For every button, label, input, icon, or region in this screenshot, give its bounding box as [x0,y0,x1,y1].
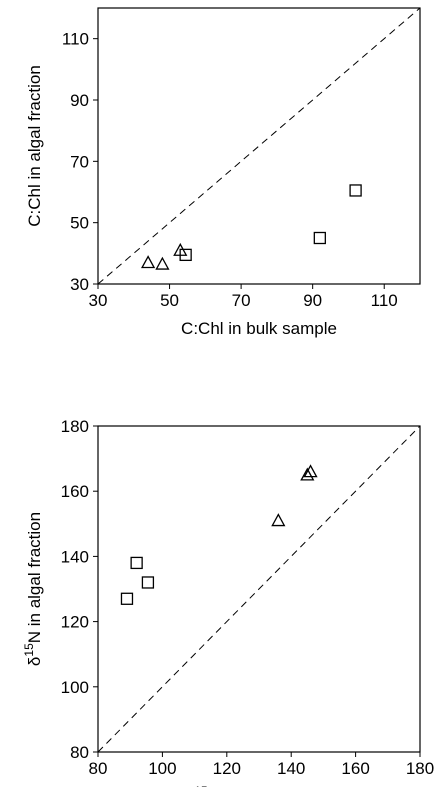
triangle-point [271,513,286,527]
x-tick-label: 120 [213,759,241,778]
one-to-one-line [97,7,421,285]
y-tick-label: 70 [70,152,89,171]
x-tick-label: 80 [89,759,108,778]
superscript: 15 [22,643,36,657]
superscript: 15 [194,784,208,787]
triangle-point [303,464,318,478]
x-tick-label: 90 [303,291,322,310]
y-tick-label: 30 [70,275,89,294]
square-point [349,184,362,197]
y-tick-label: 50 [70,214,89,233]
triangle-point [300,467,315,481]
y-axis-label: C:Chl in algal fraction [25,65,44,227]
square-point [313,231,326,245]
x-tick-label: 160 [341,759,369,778]
triangle-point [155,256,170,270]
label-text: N in algal fraction [25,512,44,643]
plot-frame [97,425,421,753]
y-tick-label: 180 [61,417,89,436]
x-tick-label: 70 [232,291,251,310]
label-text: C:Chl in algal fraction [25,65,44,227]
y-tick-label: 110 [62,30,89,49]
y-tick-label: 80 [70,743,89,762]
plot-frame [97,7,421,285]
x-tick-label: 180 [406,759,434,778]
y-tick-label: 140 [61,547,89,566]
y-tick-label: 160 [61,482,89,501]
y-tick-label: 120 [61,613,89,632]
square-point [179,248,192,262]
x-tick-label: 50 [160,291,179,310]
x-tick-label: 100 [148,759,176,778]
x-tick-label: 140 [277,759,305,778]
label-text: C:Chl in bulk sample [181,319,337,338]
y-tick-label: 100 [61,678,89,697]
x-tick-label: 110 [371,291,398,310]
x-axis-label: δ15N in bulk sample [185,784,334,787]
y-axis-label: δ15N in algal fraction [22,512,44,666]
square-point [130,556,143,570]
triangle-point [140,255,156,269]
x-axis-label: C:Chl in bulk sample [181,319,337,338]
x-tick-label: 30 [89,291,108,310]
one-to-one-line [97,425,421,753]
y-tick-label: 90 [70,91,89,110]
square-point [120,592,134,605]
symbol: δ [25,657,44,666]
square-point [141,576,155,589]
